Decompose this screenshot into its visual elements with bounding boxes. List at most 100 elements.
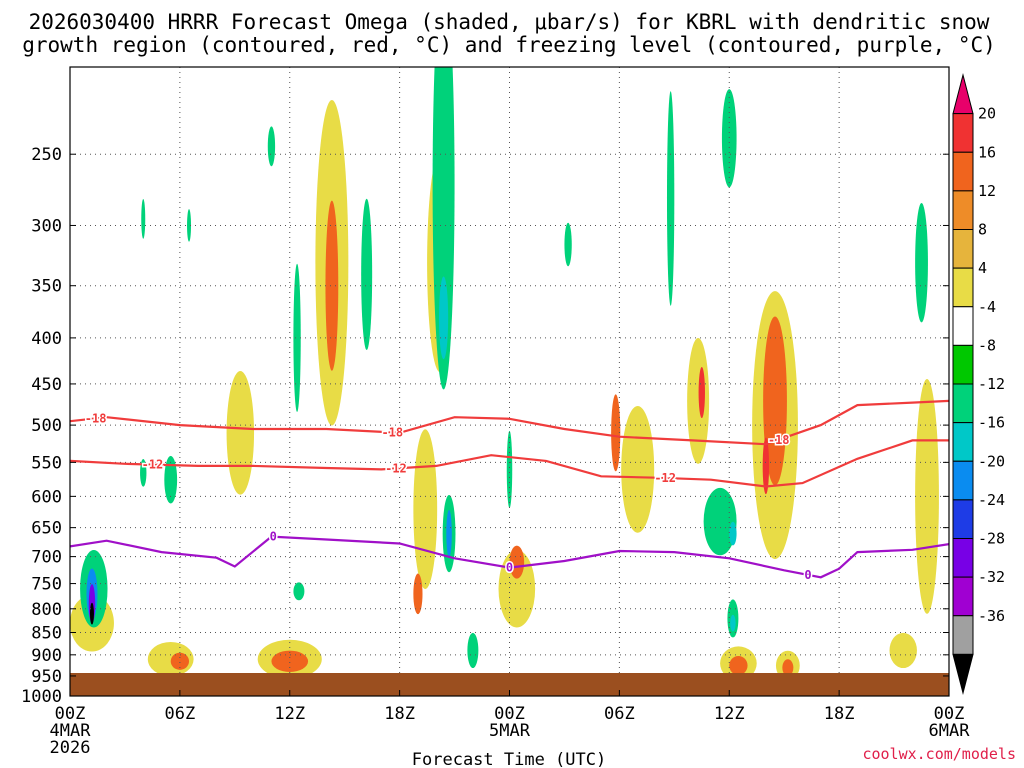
contour-label-0-1: 0 — [506, 561, 513, 575]
x-tick-label-30-0: 06Z — [604, 704, 635, 724]
colorbar-label-5: -4 — [978, 298, 996, 316]
colorbar-label-6: -8 — [978, 336, 996, 354]
x-tick-label-0-2: 2026 — [50, 738, 91, 758]
y-tick-label-500: 500 — [31, 416, 62, 436]
x-tick-label-48-1: 6MAR — [929, 721, 971, 741]
omega-area-23 — [611, 394, 621, 472]
y-tick-label-350: 350 — [31, 277, 62, 297]
colorbar-label-2: 12 — [978, 182, 996, 200]
contour-line-0 — [70, 535, 949, 579]
colorbar-label-13: -36 — [978, 607, 1005, 625]
omega-area-45 — [140, 459, 147, 487]
omega-area-51 — [187, 209, 192, 242]
y-tick-label-700: 700 — [31, 548, 62, 568]
contour-label-m18-2: -18 — [768, 433, 790, 447]
omega-area-39 — [564, 222, 572, 267]
y-tick-label-300: 300 — [31, 216, 62, 236]
colorbar-label-0: 20 — [978, 105, 996, 123]
y-tick-label-600: 600 — [31, 487, 62, 507]
omega-area-6 — [170, 652, 190, 670]
omega-area-41 — [915, 203, 928, 323]
omega-area-35 — [721, 89, 737, 188]
y-tick-label-800: 800 — [31, 600, 62, 620]
colorbar-cap-bottom — [952, 653, 974, 695]
colorbar: 20 16 12 8 4 -4 -8 -12 -16 -20 -24 -28 -32 -36 — [952, 73, 1005, 695]
colorbar-swatch-4 — [952, 229, 974, 269]
chart-title-line-2: growth region (contoured, red, °C) and f… — [22, 33, 996, 57]
x-axis-title: Forecast Time (UTC) — [412, 750, 606, 768]
omega-area-33 — [703, 487, 737, 556]
y-tick-label-550: 550 — [31, 453, 62, 473]
omega-area-22 — [621, 406, 655, 533]
y-tick-label-950: 950 — [31, 667, 62, 687]
colorbar-swatch-11 — [952, 499, 974, 539]
omega-area-4 — [89, 602, 94, 625]
x-tick-label-24-1: 5MAR — [489, 721, 531, 741]
omega-area-49 — [141, 199, 146, 239]
omega-area-32 — [782, 659, 794, 677]
colorbar-swatch-6 — [952, 306, 974, 346]
colorbar-label-8: -16 — [978, 414, 1005, 432]
y-tick-label-650: 650 — [31, 519, 62, 539]
x-tick-label-12-0: 12Z — [274, 704, 305, 724]
omega-area-16 — [446, 509, 452, 558]
colorbar-label-11: -28 — [978, 530, 1005, 548]
colorbar-swatch-5 — [952, 267, 974, 308]
omega-area-36 — [666, 91, 675, 306]
omega-area-48 — [467, 632, 479, 669]
credit-text: coolwx.com/models — [862, 745, 1016, 763]
omega-area-47 — [293, 582, 305, 601]
omega-area-17 — [413, 429, 438, 590]
omega-area-50 — [267, 126, 276, 167]
omega-area-38 — [730, 614, 736, 632]
omega-area-13 — [432, 67, 455, 390]
colorbar-cap-top — [952, 73, 974, 115]
x-tick-label-6-0: 06Z — [165, 704, 196, 724]
contour-label-m12-1: -12 — [385, 461, 407, 475]
y-tick-label-250: 250 — [31, 145, 62, 165]
omega-area-10 — [325, 200, 339, 371]
omega-area-40 — [506, 430, 513, 508]
colorbar-swatch-12 — [952, 538, 974, 578]
omega-area-34 — [729, 521, 737, 546]
colorbar-label-4: 4 — [978, 259, 987, 277]
colorbar-label-12: -32 — [978, 568, 1005, 586]
colorbar-label-9: -20 — [978, 452, 1005, 470]
omega-area-42 — [915, 378, 939, 614]
colorbar-swatch-13 — [952, 576, 974, 617]
contour-label-m18-0: -18 — [85, 411, 107, 425]
plot-area: -18 -18 -18 -12 -12 -12 0 0 0 — [69, 66, 950, 697]
colorbar-swatch-3 — [952, 190, 974, 230]
omega-area-8 — [271, 650, 309, 672]
contour-label-m18-1: -18 — [381, 425, 403, 439]
colorbar-label-1: 16 — [978, 143, 996, 161]
contour-label-0-2: 0 — [804, 568, 811, 582]
colorbar-label-10: -24 — [978, 491, 1005, 509]
omega-area-24 — [687, 338, 710, 464]
y-axis: 250 300 350 400 450 500 550 600 650 700 750 800 850 9… — [21, 145, 949, 707]
y-tick-label-450: 450 — [31, 375, 62, 395]
chart-title-line-1: 2026030400 HRRR Forecast Omega (shaded, … — [29, 10, 990, 34]
omega-area-19 — [361, 198, 373, 351]
omega-area-25 — [698, 366, 705, 419]
contour-lines: -18 -18 -18 -12 -12 -12 0 0 0 — [70, 399, 949, 583]
x-tick-label-0-0: 00Z — [55, 704, 86, 724]
contour-label-m12-2: -12 — [654, 471, 676, 485]
y-tick-label-900: 900 — [31, 646, 62, 666]
colorbar-label-3: 8 — [978, 221, 987, 239]
omega-area-14 — [438, 276, 449, 360]
omega-area-21 — [509, 545, 525, 579]
colorbar-swatch-2 — [952, 151, 974, 192]
omega-area-18 — [413, 573, 423, 615]
colorbar-label-7: -12 — [978, 375, 1005, 393]
omega-area-46 — [293, 263, 301, 413]
x-tick-label-18-0: 18Z — [384, 704, 415, 724]
contour-line--18 — [70, 399, 949, 446]
omega-area-28 — [762, 437, 770, 495]
colorbar-swatch-14 — [952, 615, 974, 655]
omega-area-44 — [164, 455, 178, 504]
omega-area-11 — [226, 371, 255, 495]
contour-label-m12-0: -12 — [142, 458, 164, 472]
